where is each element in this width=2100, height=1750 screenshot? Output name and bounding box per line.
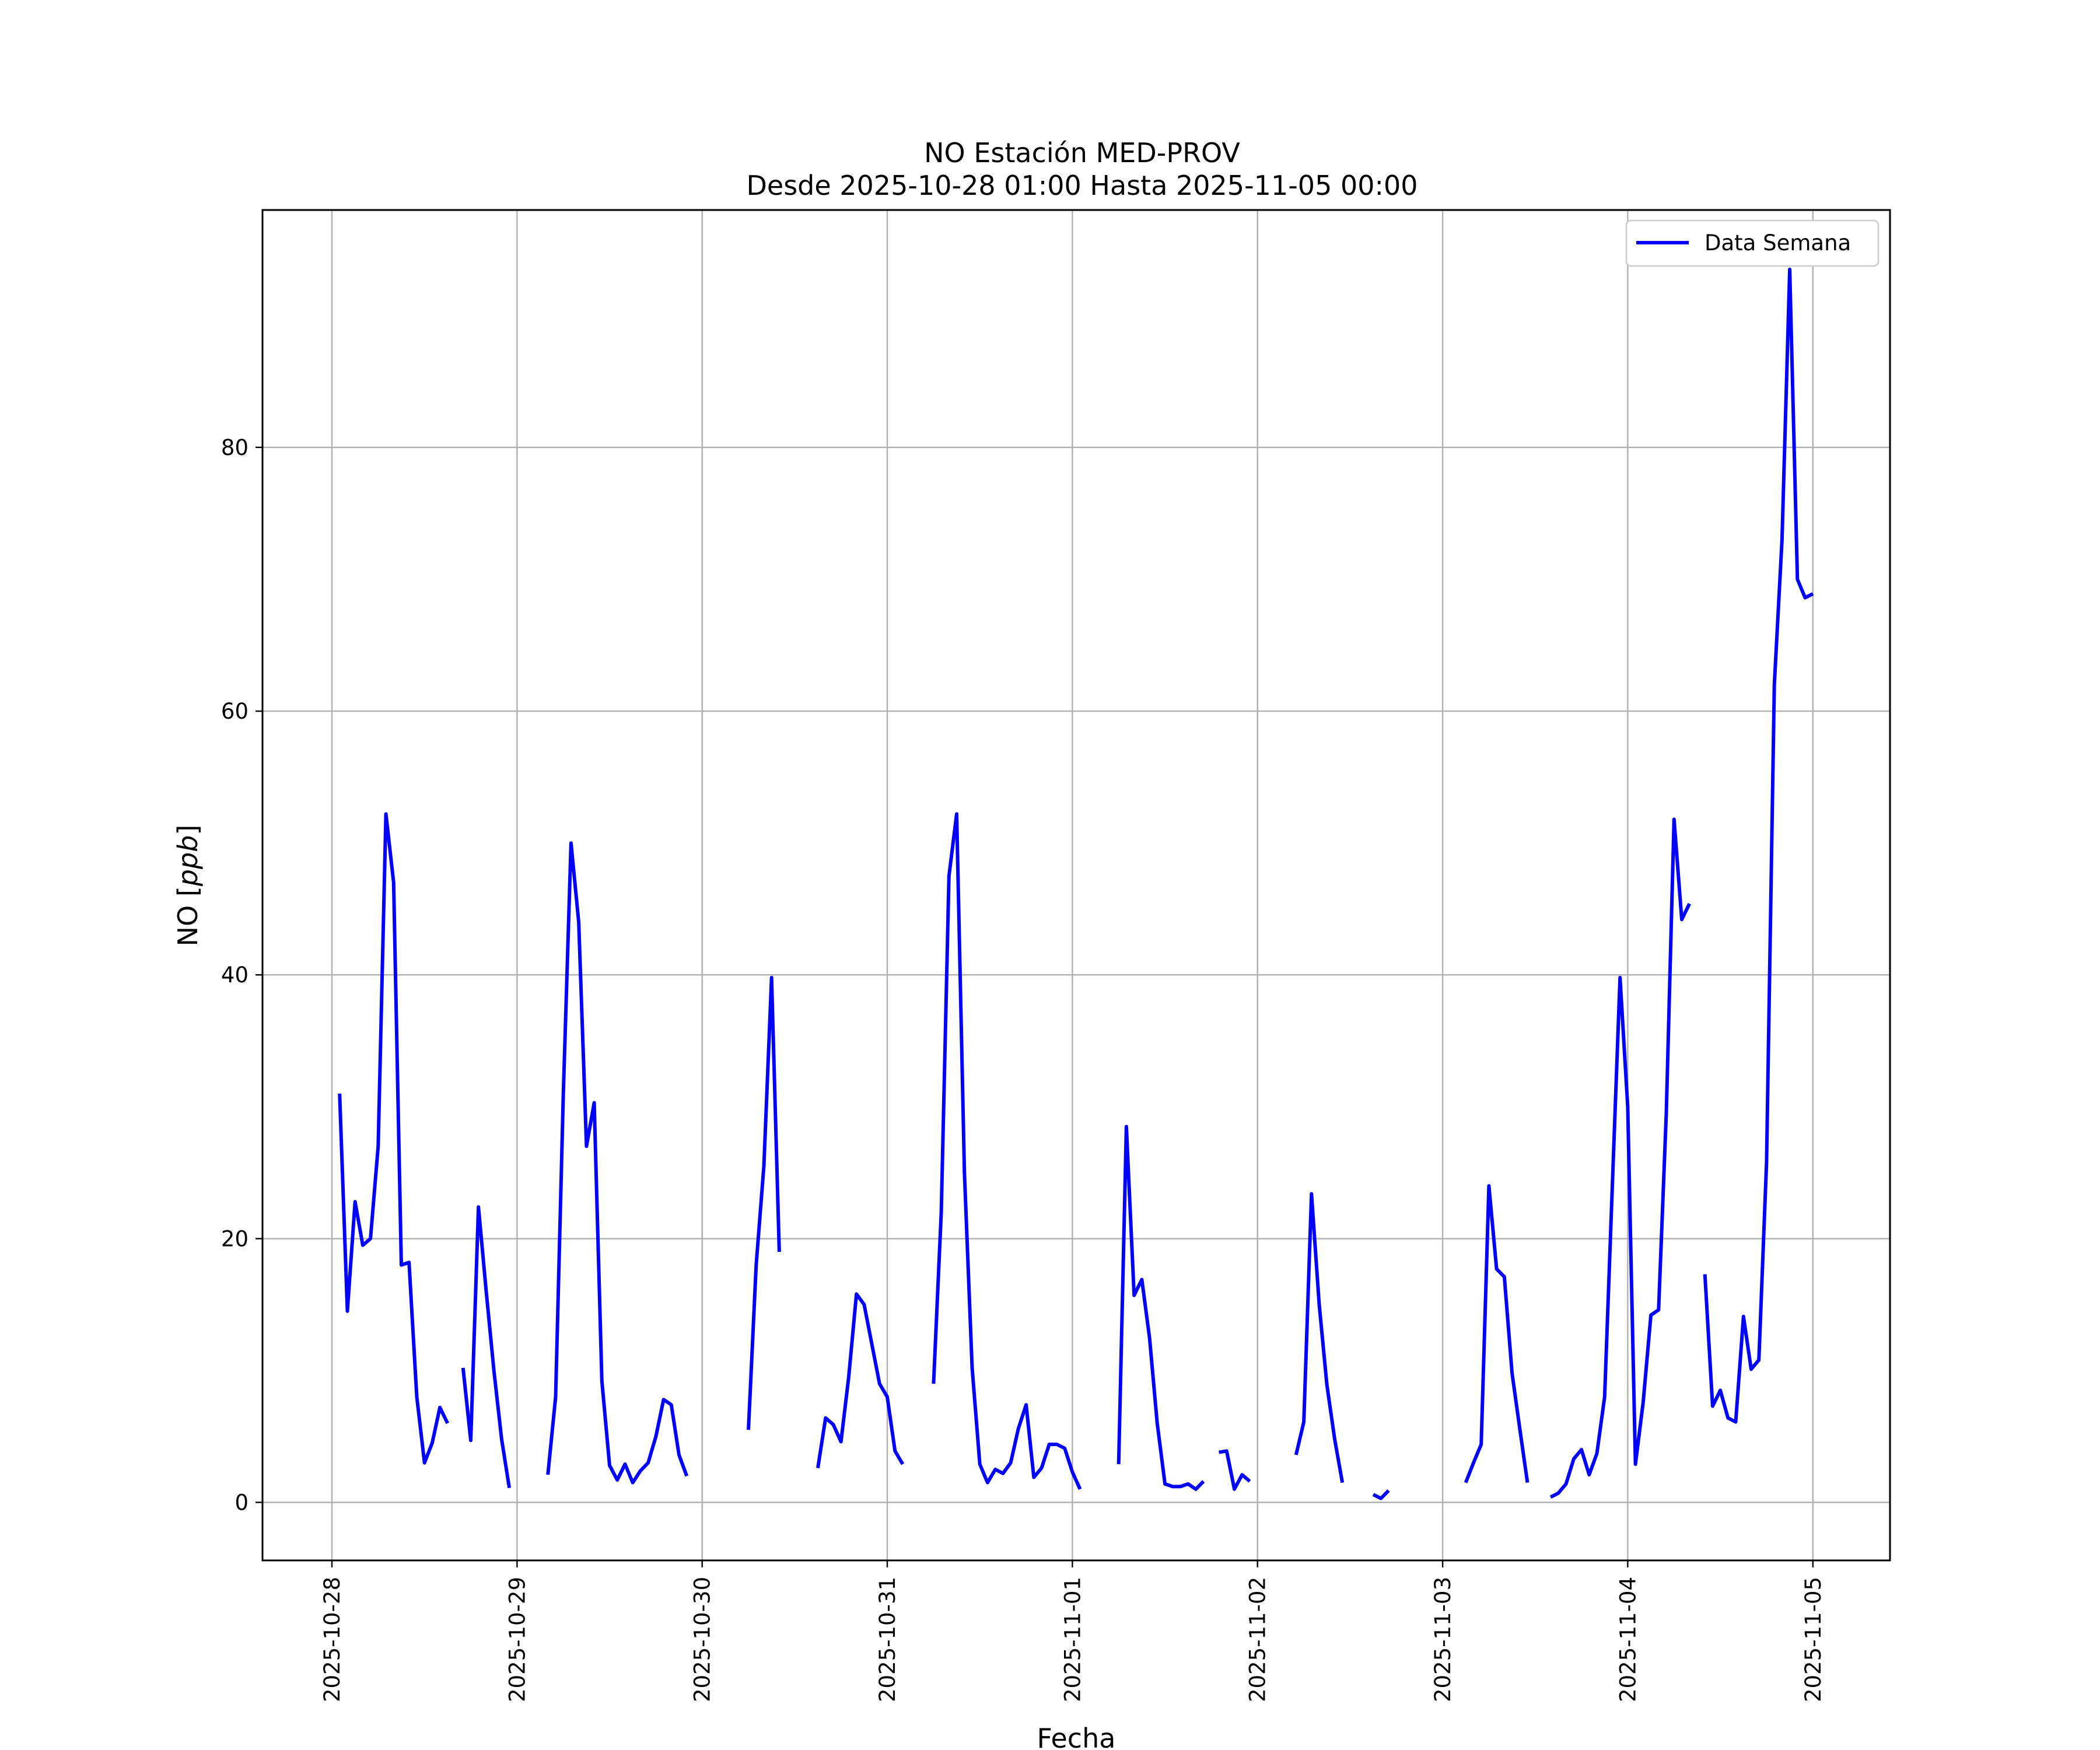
plot-frame — [261, 209, 1891, 1562]
series-line-segment — [338, 812, 449, 1465]
x-axis-label: Fecha — [1037, 1723, 1116, 1750]
series-line-segment — [461, 1205, 512, 1489]
y-axis: 0 20 40 60 80 — [221, 435, 262, 1516]
legend-label: Data Semana — [1704, 230, 1851, 256]
x-tick-label: 2025-11-04 — [1615, 1577, 1640, 1702]
series-line-segment — [1116, 1125, 1205, 1491]
x-tick-label: 2025-11-02 — [1245, 1577, 1270, 1702]
y-tick-label: 60 — [221, 699, 249, 724]
y-tick-label: 20 — [221, 1226, 249, 1251]
series-line-segment — [932, 812, 1082, 1490]
x-tick-label: 2025-10-31 — [875, 1577, 900, 1702]
x-tick-label: 2025-10-30 — [690, 1577, 715, 1702]
x-axis: 2025-10-28 2025-10-29 2025-10-30 2025-10-31… — [320, 1560, 1826, 1702]
series-line-segment — [1464, 1184, 1530, 1483]
y-tick-label: 40 — [221, 963, 249, 988]
chart-title: NO Estación MED-PROV — [924, 137, 1240, 169]
x-tick-label: 2025-10-29 — [505, 1577, 530, 1702]
legend: Data Semana — [1625, 219, 1880, 267]
x-tick-label: 2025-11-03 — [1430, 1577, 1455, 1702]
series-data-semana — [338, 267, 1814, 1500]
series-line-segment — [546, 841, 689, 1485]
y-tick-label: 0 — [235, 1490, 249, 1516]
series-line-segment — [1294, 1192, 1345, 1483]
series-line-segment — [1372, 1489, 1390, 1500]
plot-area — [262, 210, 1890, 1560]
y-axis-label: NO [ppb] — [172, 825, 204, 947]
chart-subtitle: Desde 2025-10-28 01:00 Hasta 2025-11-05 … — [746, 170, 1418, 201]
series-line-segment — [816, 1292, 905, 1469]
y-tick-label: 80 — [221, 435, 249, 460]
x-tick-label: 2025-10-28 — [320, 1577, 345, 1702]
legend-box — [1625, 219, 1880, 267]
series-line-segment — [1219, 1449, 1251, 1491]
series-line-segment — [1703, 267, 1814, 1424]
x-tick-label: 2025-11-01 — [1060, 1577, 1085, 1702]
grid — [262, 210, 1890, 1560]
series-line-segment — [1549, 817, 1691, 1499]
x-tick-label: 2025-11-05 — [1801, 1577, 1826, 1702]
series-line-segment — [747, 975, 781, 1430]
